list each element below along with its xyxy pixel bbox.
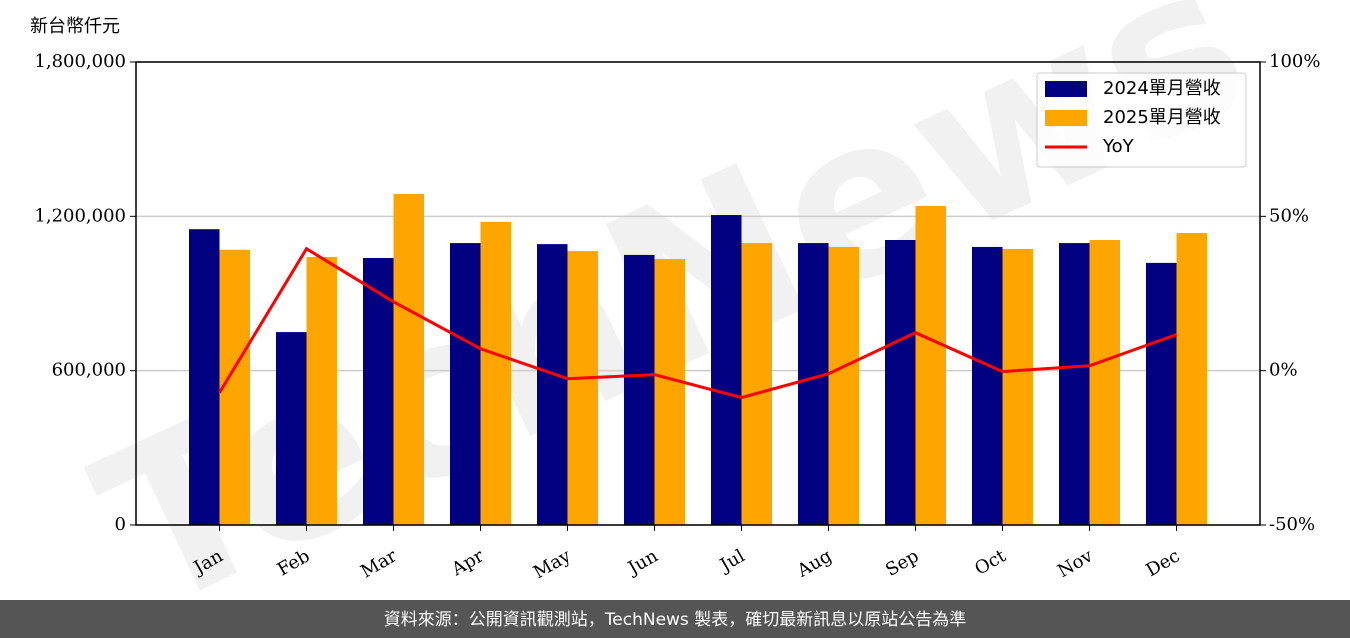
y2-tick-label: -50% xyxy=(1269,514,1315,535)
legend-label: 2025單月營收 xyxy=(1103,107,1221,128)
bar xyxy=(1089,239,1120,525)
bar xyxy=(915,206,946,526)
footer: 資料來源：公開資訊觀測站，TechNews 製表，確切最新訊息以原站公告為準 xyxy=(384,610,966,630)
bar xyxy=(276,332,307,525)
y-tick-label: 600,000 xyxy=(52,360,126,381)
bar xyxy=(363,258,394,525)
y2-tick-label: 50% xyxy=(1269,205,1309,226)
line xyxy=(218,246,1178,400)
bar xyxy=(480,221,511,525)
y2-tick-label: 100% xyxy=(1269,51,1320,72)
footer-band xyxy=(0,600,1350,638)
legend-swatch xyxy=(1045,110,1087,126)
bar xyxy=(711,215,742,525)
bar xyxy=(450,243,481,525)
bar xyxy=(885,239,916,525)
bar xyxy=(1002,249,1033,525)
legend-box xyxy=(1036,72,1247,168)
bar xyxy=(1146,262,1177,525)
plot-frame xyxy=(135,61,1261,526)
bar xyxy=(624,254,655,525)
legend-swatch xyxy=(1045,81,1087,97)
bar xyxy=(798,243,829,525)
bar xyxy=(393,193,424,525)
bar xyxy=(1176,233,1207,525)
y2-tick-label: 0% xyxy=(1269,360,1298,381)
y-tick-label: 1,800,000 xyxy=(34,51,126,72)
bar xyxy=(219,249,250,525)
y-tick-label: 1,200,000 xyxy=(34,205,126,226)
bar xyxy=(654,259,685,525)
y-axis-label: 新台幣仟元 xyxy=(30,16,120,37)
bar xyxy=(567,251,598,525)
bar xyxy=(1059,243,1090,525)
bar xyxy=(306,256,337,525)
bar xyxy=(537,244,568,525)
bar xyxy=(189,229,220,525)
legend-label: 2024單月營收 xyxy=(1103,78,1221,99)
bar xyxy=(828,246,859,525)
y-tick-label: 0 xyxy=(115,514,126,535)
bar xyxy=(741,243,772,525)
legend-label: YoY xyxy=(1102,136,1135,157)
bar xyxy=(972,246,1003,525)
